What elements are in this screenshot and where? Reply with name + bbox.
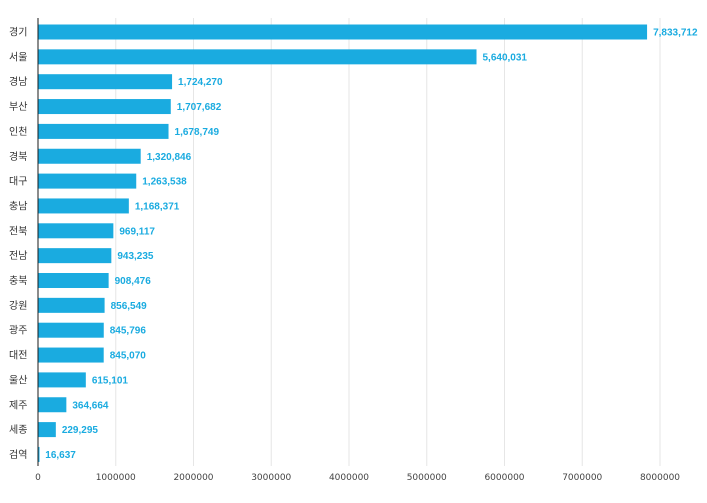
bar xyxy=(38,198,129,214)
bar xyxy=(38,148,141,164)
category-label: 경남 xyxy=(9,75,27,88)
data-label: 5,640,031 xyxy=(483,52,528,63)
data-label: 943,235 xyxy=(117,251,154,262)
x-tick-label: 5000000 xyxy=(407,473,447,483)
category-label: 경기 xyxy=(9,26,27,39)
x-tick-label: 7000000 xyxy=(562,473,602,483)
category-label: 강원 xyxy=(9,300,27,312)
x-axis-tick-labels: 0 1000000 2000000 3000000 4000000 5000000 6000… xyxy=(35,473,680,483)
bar xyxy=(38,297,105,313)
data-label: 845,796 xyxy=(110,326,147,337)
category-label: 세종 xyxy=(9,424,27,436)
bar xyxy=(38,347,104,363)
x-tick-label: 0 xyxy=(35,473,41,483)
data-label: 969,117 xyxy=(119,226,155,237)
category-label: 경북 xyxy=(9,150,27,163)
bars xyxy=(38,24,648,462)
category-label: 울산 xyxy=(9,374,27,386)
category-label: 충북 xyxy=(9,275,27,287)
bar xyxy=(38,223,114,239)
data-label: 1,707,682 xyxy=(177,102,222,113)
category-label: 서울 xyxy=(9,51,27,63)
category-label: 인천 xyxy=(9,126,27,138)
bar xyxy=(38,322,104,338)
bar xyxy=(38,446,40,462)
category-label: 충남 xyxy=(9,200,27,212)
data-label: 1,320,846 xyxy=(147,152,192,163)
bar xyxy=(38,24,648,40)
data-label: 7,833,712 xyxy=(653,28,698,39)
bar xyxy=(38,248,112,264)
category-label: 대구 xyxy=(9,176,27,188)
bar xyxy=(38,273,109,288)
data-label: 1,724,270 xyxy=(178,77,223,88)
bar xyxy=(38,123,169,139)
data-label: 615,101 xyxy=(92,375,129,386)
x-tick-label: 1000000 xyxy=(96,473,136,483)
data-label: 364,664 xyxy=(72,400,109,411)
data-labels: 7,833,712 5,640,031 1,724,270 1,707,682 1,67… xyxy=(45,28,698,461)
x-tick-label: 3000000 xyxy=(251,473,291,483)
category-label: 대전 xyxy=(9,350,27,362)
category-label: 전북 xyxy=(9,225,27,237)
bar xyxy=(38,74,173,90)
x-tick-label: 4000000 xyxy=(329,473,369,483)
bar xyxy=(38,397,67,413)
category-label: 제주 xyxy=(9,399,27,411)
x-tick-label: 8000000 xyxy=(640,473,680,483)
data-label: 856,549 xyxy=(111,301,148,312)
data-label: 1,263,538 xyxy=(142,177,187,188)
data-label: 229,295 xyxy=(62,425,99,436)
bar xyxy=(38,173,137,189)
data-label: 1,168,371 xyxy=(135,201,180,212)
data-label: 1,678,749 xyxy=(175,127,220,138)
category-label: 검역 xyxy=(9,449,27,461)
bar xyxy=(38,99,171,115)
category-label: 전남 xyxy=(9,250,27,262)
x-tick-label: 2000000 xyxy=(173,473,213,483)
gridlines xyxy=(115,18,661,466)
category-label: 광주 xyxy=(9,325,27,337)
x-tick-label: 6000000 xyxy=(484,473,524,483)
data-label: 908,476 xyxy=(115,276,152,287)
data-label: 845,070 xyxy=(110,351,147,362)
bar xyxy=(38,372,86,388)
bar xyxy=(38,49,477,65)
bar xyxy=(38,422,56,438)
data-label: 16,637 xyxy=(45,450,76,461)
category-label: 부산 xyxy=(9,101,27,113)
